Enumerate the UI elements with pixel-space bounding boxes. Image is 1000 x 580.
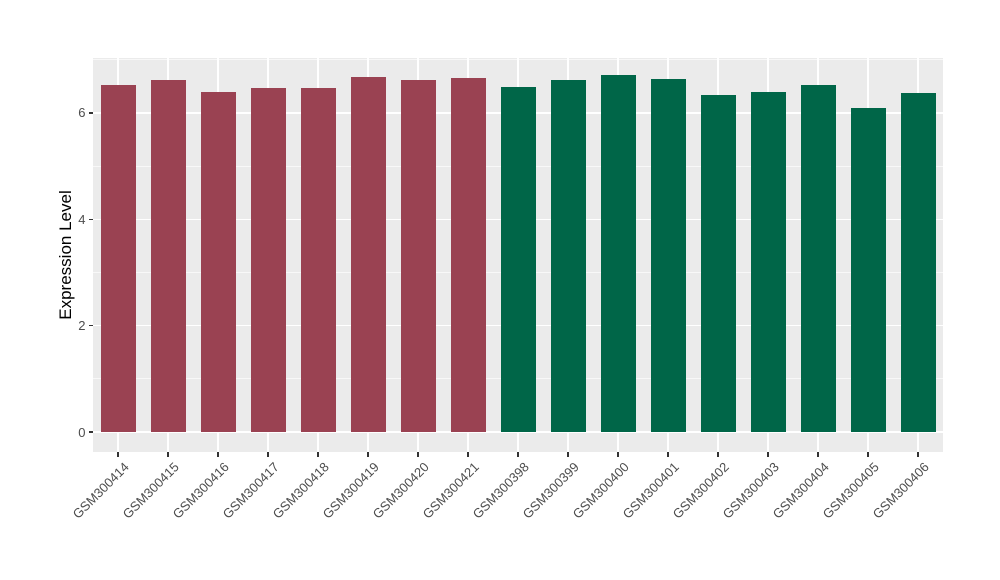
x-tick-mark xyxy=(317,452,319,457)
x-tick-mark xyxy=(667,452,669,457)
y-tick-label: 6 xyxy=(78,105,86,121)
plot-panel xyxy=(93,58,943,452)
bar xyxy=(200,91,236,432)
x-tick-mark xyxy=(717,452,719,457)
bar xyxy=(850,107,886,432)
bar xyxy=(150,80,186,432)
x-tick-mark xyxy=(417,452,419,457)
x-tick-mark xyxy=(467,452,469,457)
bar xyxy=(250,88,286,432)
x-tick-mark xyxy=(917,452,919,457)
x-tick-mark xyxy=(167,452,169,457)
bar xyxy=(500,86,536,432)
x-tick-mark xyxy=(267,452,269,457)
x-tick-mark xyxy=(567,452,569,457)
y-axis-title: Expression Level xyxy=(56,190,75,320)
bar xyxy=(700,94,736,432)
y-tick-label: 2 xyxy=(78,318,86,334)
x-tick-mark xyxy=(217,452,219,457)
bar xyxy=(450,78,486,432)
x-tick-mark xyxy=(767,452,769,457)
bar xyxy=(100,85,136,432)
bar xyxy=(650,78,686,432)
x-tick-mark xyxy=(867,452,869,457)
y-tick-label: 4 xyxy=(78,211,86,227)
x-tick-mark xyxy=(117,452,119,457)
x-tick-mark xyxy=(367,452,369,457)
bar xyxy=(900,93,936,432)
bar xyxy=(550,80,586,432)
bar xyxy=(400,79,436,432)
bar xyxy=(750,91,786,432)
y-tick-label: 0 xyxy=(78,424,86,440)
y-tick-mark xyxy=(88,431,93,433)
y-tick-mark xyxy=(88,112,93,114)
bar xyxy=(600,74,636,432)
x-tick-mark xyxy=(617,452,619,457)
y-tick-mark xyxy=(88,324,93,327)
y-tick-mark xyxy=(88,218,93,221)
bar xyxy=(350,77,386,432)
x-tick-mark xyxy=(817,452,819,457)
x-tick-mark xyxy=(517,452,519,457)
bar xyxy=(800,84,836,432)
bar xyxy=(300,88,336,432)
